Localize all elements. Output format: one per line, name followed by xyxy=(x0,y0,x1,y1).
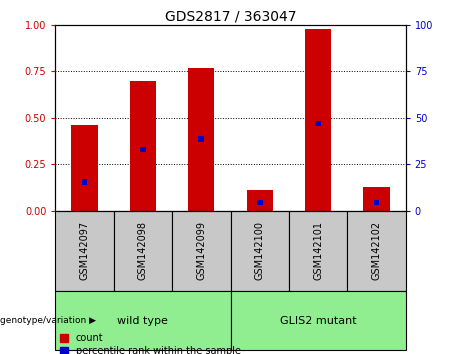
Bar xyxy=(230,211,289,291)
Text: GSM142100: GSM142100 xyxy=(254,221,265,280)
Bar xyxy=(373,200,379,205)
Legend: count, percentile rank within the sample: count, percentile rank within the sample xyxy=(60,333,241,354)
Text: GLIS2 mutant: GLIS2 mutant xyxy=(280,315,356,326)
Bar xyxy=(188,68,214,211)
Bar xyxy=(230,291,406,350)
Text: GSM142098: GSM142098 xyxy=(138,221,148,280)
Text: GSM142101: GSM142101 xyxy=(313,221,323,280)
Bar xyxy=(55,211,114,291)
Bar xyxy=(82,179,88,185)
Bar xyxy=(315,121,321,126)
Bar xyxy=(130,81,156,211)
Bar xyxy=(247,190,273,211)
Bar xyxy=(55,291,230,350)
Bar xyxy=(114,211,172,291)
Title: GDS2817 / 363047: GDS2817 / 363047 xyxy=(165,10,296,24)
Bar xyxy=(198,136,204,142)
Bar xyxy=(289,211,347,291)
Text: GSM142097: GSM142097 xyxy=(79,221,89,280)
Bar xyxy=(347,211,406,291)
Bar xyxy=(363,187,390,211)
Text: GSM142099: GSM142099 xyxy=(196,221,207,280)
Bar xyxy=(71,125,98,211)
Text: genotype/variation ▶: genotype/variation ▶ xyxy=(0,316,96,325)
Bar xyxy=(305,29,331,211)
Bar xyxy=(257,200,263,205)
Bar xyxy=(172,211,230,291)
Bar xyxy=(140,147,146,152)
Text: wild type: wild type xyxy=(118,315,168,326)
Text: GSM142102: GSM142102 xyxy=(372,221,382,280)
